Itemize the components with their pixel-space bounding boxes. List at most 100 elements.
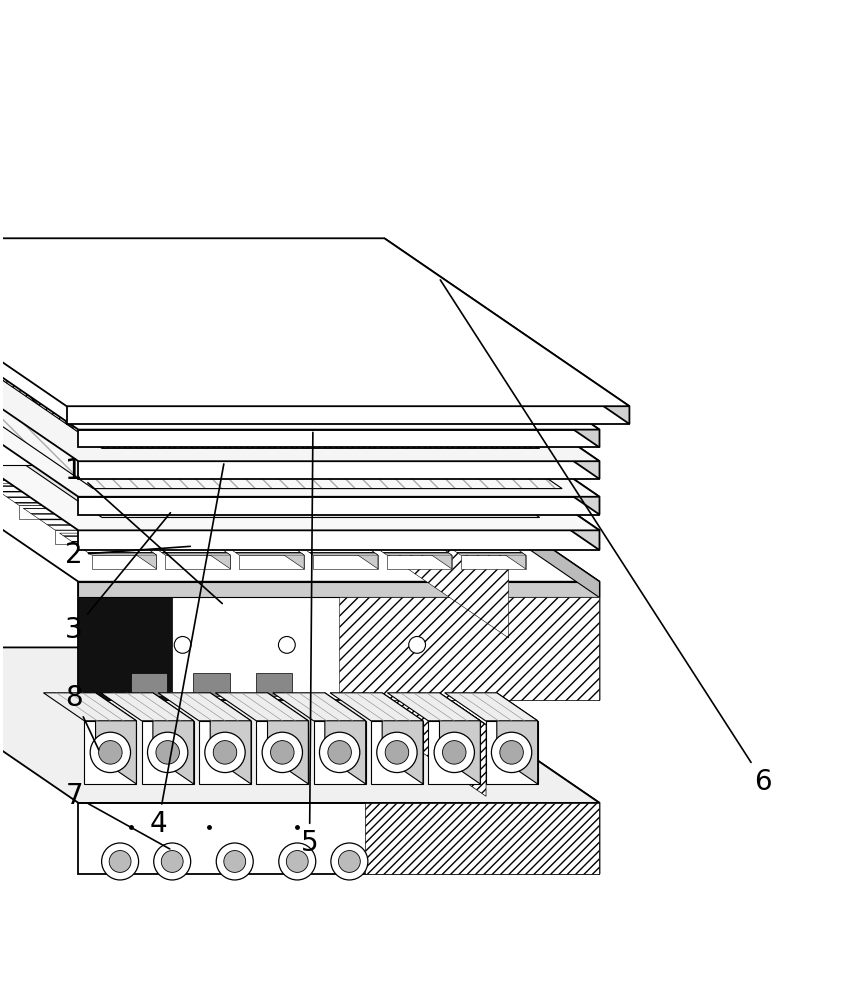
Polygon shape xyxy=(134,533,230,555)
Polygon shape xyxy=(153,693,194,784)
Polygon shape xyxy=(126,483,157,519)
Polygon shape xyxy=(365,803,600,874)
Polygon shape xyxy=(93,505,157,519)
Polygon shape xyxy=(0,306,600,461)
Polygon shape xyxy=(18,426,41,465)
Polygon shape xyxy=(383,508,415,544)
Polygon shape xyxy=(199,721,251,784)
Polygon shape xyxy=(79,461,600,479)
Polygon shape xyxy=(0,434,85,456)
Polygon shape xyxy=(339,597,600,700)
Text: 5: 5 xyxy=(300,432,318,857)
Polygon shape xyxy=(98,459,195,480)
Polygon shape xyxy=(346,533,378,569)
Polygon shape xyxy=(129,530,194,544)
Polygon shape xyxy=(101,693,194,721)
Polygon shape xyxy=(372,426,508,638)
Polygon shape xyxy=(283,434,381,456)
Polygon shape xyxy=(354,533,452,555)
Polygon shape xyxy=(428,721,481,784)
Polygon shape xyxy=(372,647,600,874)
Text: 6: 6 xyxy=(440,280,772,796)
Polygon shape xyxy=(90,459,121,494)
Polygon shape xyxy=(172,459,269,480)
Polygon shape xyxy=(43,693,136,721)
Polygon shape xyxy=(429,533,525,555)
Polygon shape xyxy=(349,434,381,469)
Polygon shape xyxy=(350,530,415,544)
Polygon shape xyxy=(19,505,84,519)
Polygon shape xyxy=(460,555,525,569)
Polygon shape xyxy=(387,693,481,721)
Polygon shape xyxy=(466,426,488,465)
Polygon shape xyxy=(0,456,11,469)
Polygon shape xyxy=(94,456,159,469)
Circle shape xyxy=(279,843,316,880)
Polygon shape xyxy=(15,459,47,494)
Polygon shape xyxy=(163,459,195,494)
Polygon shape xyxy=(130,480,195,494)
Circle shape xyxy=(91,732,130,773)
Polygon shape xyxy=(393,508,489,530)
Polygon shape xyxy=(314,721,365,784)
Circle shape xyxy=(154,843,190,880)
Polygon shape xyxy=(216,693,308,721)
Polygon shape xyxy=(0,274,600,430)
Circle shape xyxy=(286,851,308,872)
Polygon shape xyxy=(0,647,600,803)
Polygon shape xyxy=(127,434,159,469)
Text: 8: 8 xyxy=(65,684,99,750)
Polygon shape xyxy=(384,238,629,424)
Polygon shape xyxy=(0,387,540,518)
Polygon shape xyxy=(372,426,600,597)
Polygon shape xyxy=(158,693,251,721)
Polygon shape xyxy=(387,555,452,569)
Polygon shape xyxy=(0,341,600,497)
Polygon shape xyxy=(91,555,157,569)
Polygon shape xyxy=(24,508,120,530)
Polygon shape xyxy=(372,647,486,796)
Polygon shape xyxy=(273,483,305,519)
Polygon shape xyxy=(141,721,194,784)
Circle shape xyxy=(262,732,303,773)
Circle shape xyxy=(385,741,409,764)
Polygon shape xyxy=(79,803,600,874)
Polygon shape xyxy=(130,673,167,696)
Polygon shape xyxy=(97,508,194,530)
Polygon shape xyxy=(0,434,11,456)
Polygon shape xyxy=(244,508,342,530)
Polygon shape xyxy=(445,693,538,721)
Polygon shape xyxy=(62,434,159,456)
Polygon shape xyxy=(347,483,379,519)
Polygon shape xyxy=(277,530,342,544)
Polygon shape xyxy=(204,480,269,494)
Polygon shape xyxy=(385,459,417,494)
Text: 2: 2 xyxy=(65,541,190,569)
Polygon shape xyxy=(20,456,85,469)
Polygon shape xyxy=(88,508,120,544)
Polygon shape xyxy=(171,508,268,530)
Polygon shape xyxy=(237,459,269,494)
Text: 7: 7 xyxy=(65,782,170,849)
Polygon shape xyxy=(421,483,453,519)
Polygon shape xyxy=(497,693,538,784)
Polygon shape xyxy=(310,459,343,494)
Polygon shape xyxy=(165,555,230,569)
Polygon shape xyxy=(79,582,600,597)
Polygon shape xyxy=(424,426,488,441)
Circle shape xyxy=(102,843,139,880)
Polygon shape xyxy=(425,530,489,544)
Polygon shape xyxy=(316,456,381,469)
Polygon shape xyxy=(313,555,378,569)
Polygon shape xyxy=(0,483,84,505)
Polygon shape xyxy=(388,505,453,519)
Circle shape xyxy=(99,741,122,764)
Polygon shape xyxy=(267,693,308,784)
Polygon shape xyxy=(79,530,600,550)
Polygon shape xyxy=(319,508,415,530)
Polygon shape xyxy=(0,375,600,530)
Polygon shape xyxy=(439,693,481,784)
Polygon shape xyxy=(167,505,232,519)
Circle shape xyxy=(328,741,351,764)
Polygon shape xyxy=(0,318,540,448)
